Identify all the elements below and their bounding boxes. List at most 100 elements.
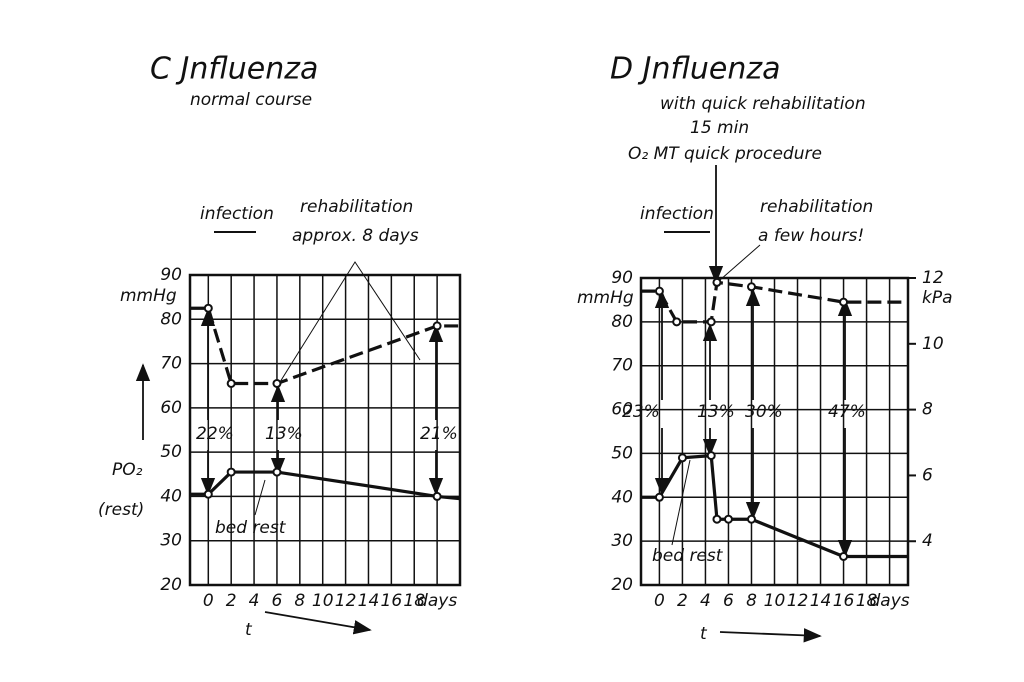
data-point <box>677 453 687 463</box>
annotation: a few hours! <box>758 226 864 246</box>
title: C Jnfluenza <box>150 52 318 87</box>
annotation: bed rest <box>215 518 287 538</box>
x-tick-label: 16 <box>381 591 403 611</box>
subtitle: normal course <box>190 90 312 110</box>
annotation: rehabilitation <box>760 197 873 217</box>
x-tick-label: 2 <box>677 591 688 611</box>
annotation: t <box>700 624 708 644</box>
annotation: kPa <box>922 288 953 308</box>
x-tick-label: 8 <box>294 591 305 611</box>
data-line <box>641 280 908 324</box>
pointer <box>671 459 691 546</box>
arrow <box>264 611 372 635</box>
pointer <box>254 479 266 516</box>
panel-d: D Jnfluenza with quick rehabilitation 15… <box>577 52 953 645</box>
y-tick-label: 40 <box>611 487 633 507</box>
data-point <box>203 489 213 499</box>
data-point <box>746 514 756 524</box>
title: D Jnfluenza <box>610 52 781 87</box>
annotation: 21% <box>420 424 458 444</box>
y2-tick-label: 6 <box>922 465 933 485</box>
y-tick-label: 70 <box>160 354 182 374</box>
x-tick-label: 18 <box>403 591 425 611</box>
y-tick-label: 80 <box>160 309 182 329</box>
x-tick-label: 14 <box>810 591 832 611</box>
data-point <box>432 321 442 331</box>
y-tick-label: 50 <box>611 443 633 463</box>
panel-c: C Jnfluenza normal course infection reha… <box>98 52 458 641</box>
data-point <box>839 551 849 561</box>
y-tick-label: 90 <box>611 268 633 288</box>
annotation: approx. 8 days <box>292 226 419 246</box>
x-tick-label: 12 <box>787 591 809 611</box>
annotation: rehabilitation <box>300 197 413 217</box>
x-tick-label: days <box>870 591 910 611</box>
y-tick-label: 40 <box>160 486 182 506</box>
annotation: (rest) <box>98 500 144 520</box>
annotation: 15 min <box>690 118 749 138</box>
x-tick-label: 18 <box>856 591 878 611</box>
x-tick-label: 6 <box>272 591 283 611</box>
x-tick-label: 12 <box>335 591 357 611</box>
x-tick-label: days <box>417 591 457 611</box>
x-tick-label: 10 <box>764 591 786 611</box>
data-point <box>712 514 722 524</box>
annotation: mmHg <box>120 286 177 306</box>
y2-tick-label: 10 <box>922 334 944 354</box>
x-tick-label: 4 <box>700 591 711 611</box>
annotation: PO₂ <box>112 460 143 480</box>
annotation: 22% <box>196 424 234 444</box>
annotation: 30% <box>745 402 783 422</box>
y-tick-label: 30 <box>611 531 633 551</box>
annotation: mmHg <box>577 288 634 308</box>
x-tick-label: 2 <box>226 591 237 611</box>
pointer <box>719 244 761 281</box>
data-point <box>654 492 664 502</box>
annotation: infection <box>200 204 274 224</box>
data-point <box>723 514 733 524</box>
x-tick-label: 6 <box>723 591 734 611</box>
x-tick-label: 14 <box>358 591 380 611</box>
annotation: O₂ MT quick procedure <box>628 144 822 164</box>
annotation: t <box>245 620 253 640</box>
x-tick-label: 16 <box>833 591 855 611</box>
annotation: 13% <box>697 402 735 422</box>
y2-tick-label: 4 <box>922 531 933 551</box>
annotation: 13% <box>265 424 303 444</box>
data-point <box>706 451 716 461</box>
y-tick-label: 20 <box>611 575 633 595</box>
y-tick-label: 50 <box>160 442 182 462</box>
x-tick-label: 4 <box>249 591 260 611</box>
x-tick-label: 10 <box>312 591 334 611</box>
annotation: 47% <box>828 402 866 422</box>
data-point <box>203 303 213 313</box>
data-point <box>226 467 236 477</box>
y-tick-label: 70 <box>611 356 633 376</box>
arrow <box>719 628 822 643</box>
y2-tick-label: 12 <box>922 268 944 288</box>
data-point <box>272 379 282 388</box>
y2-tick-label: 8 <box>922 400 933 420</box>
y-tick-label: 20 <box>160 575 182 595</box>
y-tick-label: 30 <box>160 531 182 551</box>
data-point <box>226 379 236 388</box>
data-point <box>839 297 849 307</box>
subtitle: with quick rehabilitation <box>660 94 866 114</box>
data-point <box>746 282 756 292</box>
x-tick-label: 0 <box>203 591 214 611</box>
x-tick-label: 0 <box>654 591 665 611</box>
data-point <box>432 491 442 501</box>
data-point <box>654 286 664 296</box>
data-point <box>712 277 722 287</box>
annotation: infection <box>640 204 714 224</box>
y-tick-label: 60 <box>611 400 633 420</box>
annotation: bed rest <box>652 546 724 566</box>
data-point <box>672 317 682 327</box>
pointer <box>279 261 421 383</box>
y-tick-label: 80 <box>611 312 633 332</box>
data-point <box>706 317 716 327</box>
x-tick-label: 8 <box>746 591 757 611</box>
data-point <box>272 467 282 477</box>
y-tick-label: 60 <box>160 398 182 418</box>
